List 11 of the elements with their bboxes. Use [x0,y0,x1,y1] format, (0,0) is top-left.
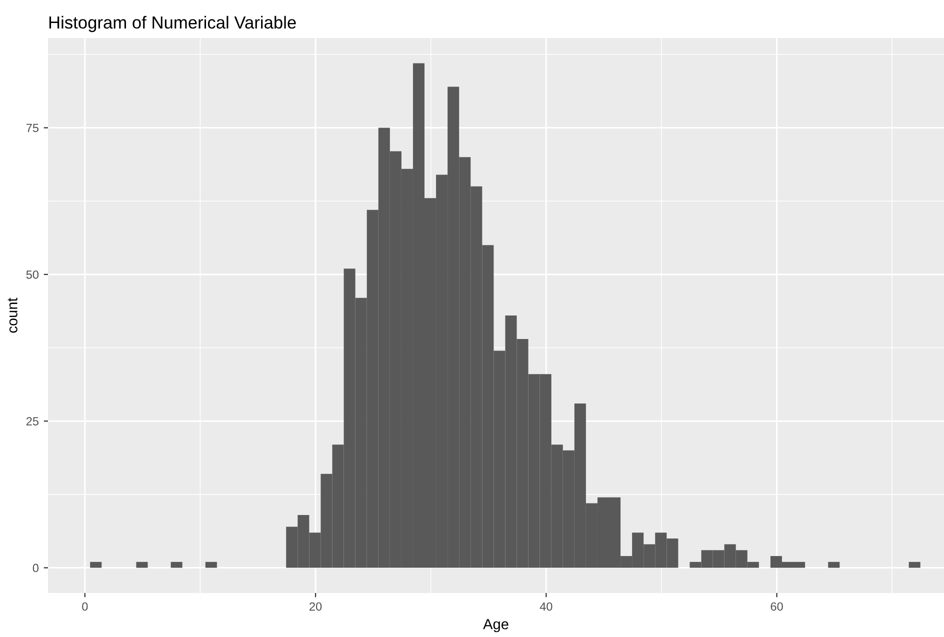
x-axis-title: Age [483,619,508,632]
chart-title: Histogram of Numerical Variable [49,16,296,32]
x-tick-label: 40 [540,602,552,611]
y-tick-label: 75 [26,124,38,132]
x-tick-label: 20 [310,602,322,611]
x-tick-label: 0 [82,602,88,611]
y-tick-label: 25 [26,417,38,426]
y-axis-title: count [8,298,18,333]
y-tick-label: 50 [26,270,39,279]
y-tick-label: 0 [32,564,39,572]
x-tick-label: 60 [770,602,783,611]
